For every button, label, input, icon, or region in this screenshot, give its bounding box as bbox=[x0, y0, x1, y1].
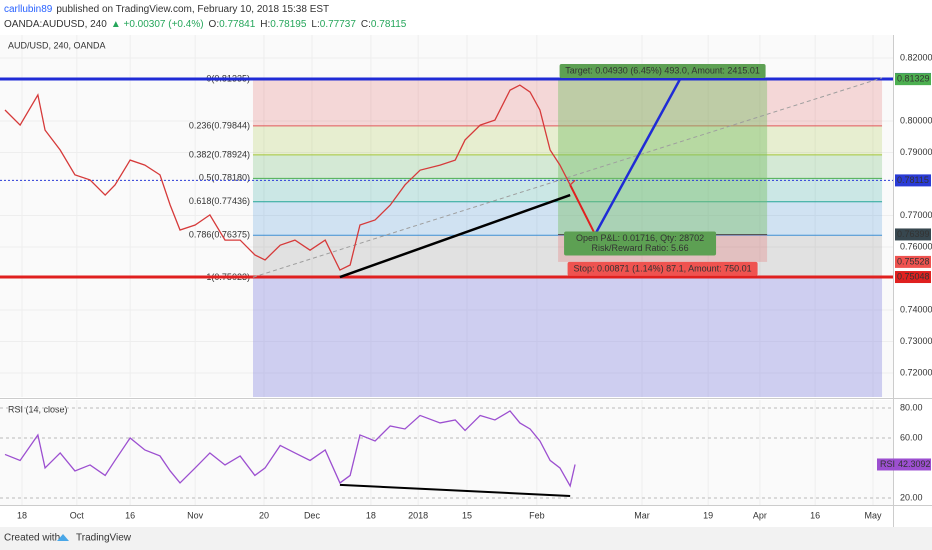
y-tick-label: 0.82000 bbox=[900, 52, 932, 62]
footer bbox=[0, 527, 932, 550]
ohlc-value: 0.78195 bbox=[270, 19, 307, 30]
y-tick-label: 0.77000 bbox=[900, 210, 932, 220]
fib-label: 0.5(0.78180) bbox=[199, 173, 250, 183]
fib-zone bbox=[252, 78, 883, 126]
published: published on TradingView.com, February 1… bbox=[56, 4, 329, 15]
ohlc-value: 0.77737 bbox=[320, 19, 357, 30]
x-tick-label: 20 bbox=[259, 510, 269, 520]
target-label-box bbox=[559, 63, 766, 78]
change: ▲ +0.00307 (+0.4%) bbox=[111, 19, 204, 30]
symbol: OANDA:AUDUSD, 240 bbox=[4, 19, 107, 30]
ohlc-key: H: bbox=[260, 19, 270, 30]
rsi-tag bbox=[877, 458, 931, 471]
x-tick-label: 19 bbox=[703, 510, 713, 520]
rsi-tag-name: RSI bbox=[880, 459, 895, 469]
ohlc-key: L: bbox=[311, 19, 319, 30]
target-zone bbox=[558, 78, 768, 235]
price-line bbox=[4, 410, 576, 488]
price-tag bbox=[895, 73, 931, 86]
x-tick-label: May bbox=[864, 510, 882, 520]
x-tick-label: Dec bbox=[304, 510, 321, 520]
pnl-label-2: Risk/Reward Ratio: 5.66 bbox=[592, 243, 689, 253]
stop-label: Stop: 0.00871 (1.14%) 87.1, Amount: 750.… bbox=[574, 263, 752, 273]
fib-zone bbox=[252, 178, 883, 202]
price-tag-label: 0.75048 bbox=[897, 271, 930, 281]
price-line bbox=[4, 84, 576, 271]
header-line-2: OANDA:AUDUSD, 240 ▲ +0.00307 (+0.4%) O:0.7… bbox=[4, 19, 407, 30]
rsi-tag-value: 42.3092 bbox=[898, 459, 931, 469]
y-tick-label: 0.73000 bbox=[900, 336, 932, 346]
ohlc-key: C: bbox=[361, 19, 371, 30]
fib-label: 0.382(0.78924) bbox=[189, 149, 250, 159]
ohlc-value: 0.78115 bbox=[371, 19, 407, 30]
y-tick-label: 0.79000 bbox=[900, 147, 932, 157]
y-tick-label: 0.76000 bbox=[900, 241, 932, 251]
x-tick-label: 18 bbox=[17, 510, 27, 520]
y-tick-label: 0.74000 bbox=[900, 304, 932, 314]
price-tag bbox=[895, 174, 931, 187]
fib-label: 0.618(0.77436) bbox=[189, 196, 250, 206]
trend-line bbox=[252, 77, 883, 278]
rsi-pane bbox=[0, 400, 893, 505]
x-tick-label: Mar bbox=[634, 510, 650, 520]
x-tick-label: Nov bbox=[187, 510, 204, 520]
price-tag bbox=[895, 255, 931, 268]
trend-line bbox=[594, 78, 682, 236]
x-tick-label: 16 bbox=[810, 510, 820, 520]
ohlc-value: 0.77841 bbox=[219, 19, 256, 30]
x-tick-label: 2018 bbox=[408, 510, 428, 520]
header-line-1: carllubin89 published on TradingView.com,… bbox=[4, 4, 329, 15]
x-tick-label: Feb bbox=[529, 510, 545, 520]
price-tag bbox=[895, 271, 931, 284]
fib-zone bbox=[252, 125, 883, 155]
publisher[interactable]: carllubin89 bbox=[4, 4, 53, 15]
price-tag-label: 0.81329 bbox=[897, 74, 930, 84]
fib-zone bbox=[252, 201, 883, 236]
price-tag bbox=[895, 228, 931, 241]
target-label: Target: 0.04930 (6.45%) 493.0, Amount: 2… bbox=[565, 65, 760, 75]
y-tick-label: 80.00 bbox=[900, 402, 923, 412]
x-tick-label: Apr bbox=[753, 510, 767, 520]
y-tick-label: 0.80000 bbox=[900, 115, 932, 125]
fib-zone bbox=[252, 154, 883, 179]
trend-line bbox=[339, 483, 571, 497]
x-tick-label: 18 bbox=[366, 510, 376, 520]
fib-extension-zone bbox=[252, 277, 883, 397]
x-tick-label: 15 bbox=[462, 510, 472, 520]
price-tag-label: 0.75528 bbox=[897, 256, 930, 266]
fib-label: 0.236(0.79844) bbox=[189, 120, 250, 130]
trend-line bbox=[339, 193, 571, 279]
fib-label: 0.786(0.76375) bbox=[189, 230, 250, 240]
trend-line bbox=[569, 184, 596, 235]
y-tick-label: 20.00 bbox=[900, 492, 923, 502]
stop-label-box bbox=[567, 261, 758, 276]
ohlc-key: O: bbox=[209, 19, 220, 30]
y-tick-label: 60.00 bbox=[900, 432, 923, 442]
pnl-label-box bbox=[564, 231, 717, 256]
x-tick-label: Oct bbox=[70, 510, 85, 520]
x-tick-label: 16 bbox=[125, 510, 135, 520]
footer-brand[interactable]: TradingView bbox=[76, 533, 132, 544]
chart-title: AUD/USD, 240, OANDA bbox=[8, 40, 106, 50]
y-tick-label: 0.72000 bbox=[900, 367, 932, 377]
pnl-label: Open P&L: 0.01716, Qty: 28702 bbox=[576, 233, 704, 243]
price-tag-label: 0.78115 bbox=[897, 175, 929, 185]
price-tag-label: 0.76399 bbox=[897, 229, 930, 239]
footer-created: Created with bbox=[4, 533, 60, 544]
rsi-title: RSI (14, close) bbox=[8, 404, 68, 414]
brand-logo bbox=[57, 534, 69, 541]
